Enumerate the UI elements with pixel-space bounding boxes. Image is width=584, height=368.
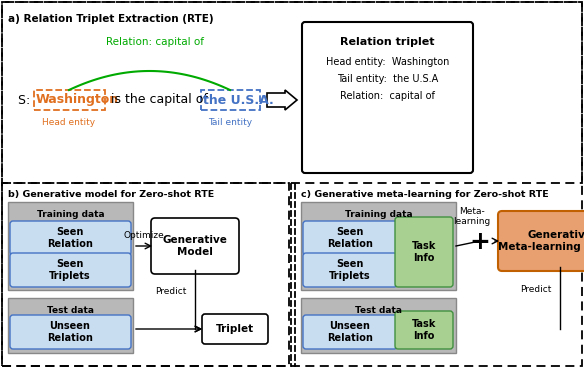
Text: Generative
Model: Generative Model	[162, 235, 227, 257]
Text: Generative
Meta-learning Model: Generative Meta-learning Model	[498, 230, 584, 252]
Text: Relation: capital of: Relation: capital of	[106, 37, 203, 47]
Text: Meta-
learning: Meta- learning	[453, 207, 491, 226]
Text: the U.S.A.: the U.S.A.	[203, 93, 274, 106]
Text: Seen
Triplets: Seen Triplets	[329, 259, 371, 281]
Text: S:: S:	[18, 93, 34, 106]
Text: Task
Info: Task Info	[412, 241, 436, 263]
Text: Seen
Relation: Seen Relation	[327, 227, 373, 249]
FancyBboxPatch shape	[8, 298, 133, 353]
Text: Optimize: Optimize	[124, 231, 164, 240]
Text: is the capital of: is the capital of	[107, 93, 212, 106]
FancyBboxPatch shape	[10, 253, 131, 287]
FancyBboxPatch shape	[395, 217, 453, 287]
Text: Tail entity: Tail entity	[208, 118, 252, 127]
Text: b) Generative model for Zero-shot RTE: b) Generative model for Zero-shot RTE	[8, 190, 214, 199]
Text: Predict: Predict	[520, 286, 551, 294]
Text: Triplet: Triplet	[216, 324, 254, 334]
Text: c) Generative meta-learning for Zero-shot RTE: c) Generative meta-learning for Zero-sho…	[301, 190, 549, 199]
FancyBboxPatch shape	[151, 218, 239, 274]
Text: +: +	[470, 230, 491, 254]
Text: Test data: Test data	[47, 306, 94, 315]
Text: Test data: Test data	[355, 306, 402, 315]
FancyBboxPatch shape	[202, 314, 268, 344]
FancyBboxPatch shape	[395, 311, 453, 349]
Text: Relation:  capital of: Relation: capital of	[340, 91, 435, 101]
FancyArrow shape	[267, 90, 297, 110]
Text: Training data: Training data	[37, 210, 105, 219]
FancyBboxPatch shape	[10, 315, 131, 349]
FancyBboxPatch shape	[8, 202, 133, 290]
FancyBboxPatch shape	[303, 315, 397, 349]
FancyBboxPatch shape	[10, 221, 131, 255]
FancyBboxPatch shape	[498, 211, 584, 271]
Text: Predict: Predict	[155, 287, 187, 296]
Text: Seen
Relation: Seen Relation	[47, 227, 93, 249]
Text: Relation triplet: Relation triplet	[340, 37, 434, 47]
Text: Unseen
Relation: Unseen Relation	[327, 321, 373, 343]
FancyBboxPatch shape	[303, 221, 397, 255]
FancyBboxPatch shape	[301, 298, 456, 353]
Text: Unseen
Relation: Unseen Relation	[47, 321, 93, 343]
FancyBboxPatch shape	[301, 202, 456, 290]
FancyBboxPatch shape	[303, 253, 397, 287]
Text: Seen
Triplets: Seen Triplets	[49, 259, 91, 281]
Text: Head entity: Head entity	[43, 118, 96, 127]
FancyBboxPatch shape	[302, 22, 473, 173]
Text: Washington: Washington	[36, 93, 119, 106]
Text: a) Relation Triplet Extraction (RTE): a) Relation Triplet Extraction (RTE)	[8, 14, 214, 24]
Text: Tail entity:  the U.S.A: Tail entity: the U.S.A	[337, 74, 438, 84]
Text: Training data: Training data	[345, 210, 412, 219]
Text: Head entity:  Washington: Head entity: Washington	[326, 57, 449, 67]
Text: Task
Info: Task Info	[412, 319, 436, 341]
